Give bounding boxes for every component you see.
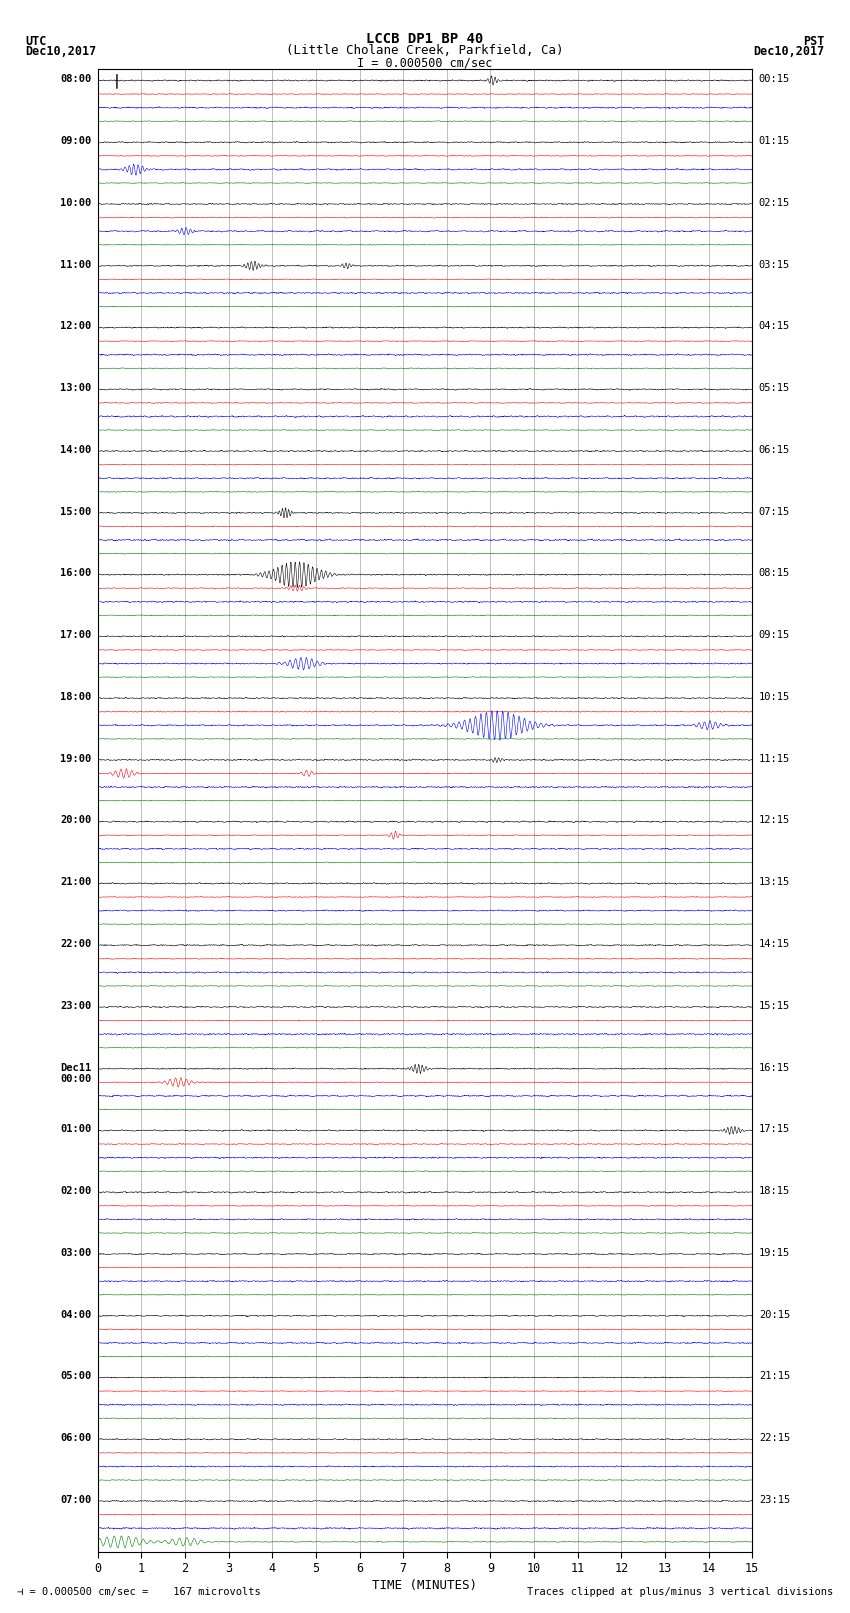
Text: 14:15: 14:15 <box>759 939 790 948</box>
Text: 11:15: 11:15 <box>759 753 790 763</box>
Text: 21:15: 21:15 <box>759 1371 790 1381</box>
Text: 17:15: 17:15 <box>759 1124 790 1134</box>
Text: 00:15: 00:15 <box>759 74 790 84</box>
Text: Dec11
00:00: Dec11 00:00 <box>60 1063 91 1084</box>
Text: UTC: UTC <box>26 35 47 48</box>
Text: 20:00: 20:00 <box>60 816 91 826</box>
Text: 07:00: 07:00 <box>60 1495 91 1505</box>
Text: LCCB DP1 BP 40: LCCB DP1 BP 40 <box>366 32 484 47</box>
Text: Dec10,2017: Dec10,2017 <box>26 45 97 58</box>
Text: 02:15: 02:15 <box>759 198 790 208</box>
Text: 10:15: 10:15 <box>759 692 790 702</box>
Text: 23:15: 23:15 <box>759 1495 790 1505</box>
Text: 23:00: 23:00 <box>60 1000 91 1011</box>
X-axis label: TIME (MINUTES): TIME (MINUTES) <box>372 1579 478 1592</box>
Text: 06:00: 06:00 <box>60 1432 91 1444</box>
Text: 15:15: 15:15 <box>759 1000 790 1011</box>
Text: 14:00: 14:00 <box>60 445 91 455</box>
Text: 11:00: 11:00 <box>60 260 91 269</box>
Text: 08:15: 08:15 <box>759 568 790 579</box>
Text: 18:15: 18:15 <box>759 1186 790 1197</box>
Text: 06:15: 06:15 <box>759 445 790 455</box>
Text: 21:00: 21:00 <box>60 877 91 887</box>
Text: 16:00: 16:00 <box>60 568 91 579</box>
Text: Traces clipped at plus/minus 3 vertical divisions: Traces clipped at plus/minus 3 vertical … <box>527 1587 833 1597</box>
Text: 03:00: 03:00 <box>60 1248 91 1258</box>
Text: 05:00: 05:00 <box>60 1371 91 1381</box>
Text: 09:15: 09:15 <box>759 631 790 640</box>
Text: 01:15: 01:15 <box>759 135 790 147</box>
Text: Dec10,2017: Dec10,2017 <box>753 45 824 58</box>
Text: 03:15: 03:15 <box>759 260 790 269</box>
Text: 13:00: 13:00 <box>60 384 91 394</box>
Text: 22:15: 22:15 <box>759 1432 790 1444</box>
Text: 13:15: 13:15 <box>759 877 790 887</box>
Text: 02:00: 02:00 <box>60 1186 91 1197</box>
Text: 16:15: 16:15 <box>759 1063 790 1073</box>
Text: 12:15: 12:15 <box>759 816 790 826</box>
Text: 01:00: 01:00 <box>60 1124 91 1134</box>
Text: 15:00: 15:00 <box>60 506 91 516</box>
Text: 18:00: 18:00 <box>60 692 91 702</box>
Text: 04:00: 04:00 <box>60 1310 91 1319</box>
Text: 22:00: 22:00 <box>60 939 91 948</box>
Text: 10:00: 10:00 <box>60 198 91 208</box>
Text: (Little Cholane Creek, Parkfield, Ca): (Little Cholane Creek, Parkfield, Ca) <box>286 44 564 56</box>
Text: 09:00: 09:00 <box>60 135 91 147</box>
Text: 04:15: 04:15 <box>759 321 790 331</box>
Text: PST: PST <box>803 35 824 48</box>
Text: 08:00: 08:00 <box>60 74 91 84</box>
Text: 19:15: 19:15 <box>759 1248 790 1258</box>
Text: 12:00: 12:00 <box>60 321 91 331</box>
Text: ⊣ = 0.000500 cm/sec =    167 microvolts: ⊣ = 0.000500 cm/sec = 167 microvolts <box>17 1587 261 1597</box>
Text: 17:00: 17:00 <box>60 631 91 640</box>
Text: 05:15: 05:15 <box>759 384 790 394</box>
Text: 20:15: 20:15 <box>759 1310 790 1319</box>
Text: 19:00: 19:00 <box>60 753 91 763</box>
Text: I = 0.000500 cm/sec: I = 0.000500 cm/sec <box>357 56 493 69</box>
Text: 07:15: 07:15 <box>759 506 790 516</box>
